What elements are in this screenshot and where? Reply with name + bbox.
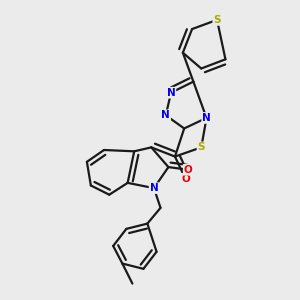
Text: N: N (202, 113, 211, 123)
Text: N: N (150, 183, 158, 193)
Text: O: O (184, 165, 193, 175)
Text: N: N (161, 110, 170, 120)
Text: O: O (181, 174, 190, 184)
Text: S: S (213, 15, 221, 25)
Text: N: N (167, 88, 176, 98)
Text: S: S (197, 142, 205, 152)
